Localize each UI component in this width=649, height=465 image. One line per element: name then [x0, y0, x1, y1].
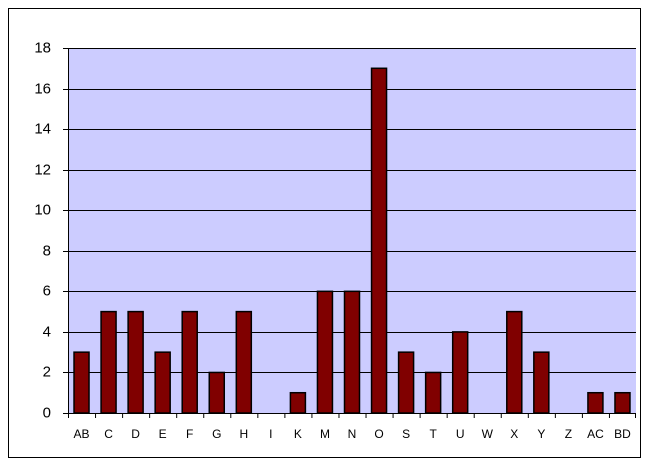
y-tick-label: 16	[34, 80, 51, 97]
x-tick-label: G	[212, 427, 221, 441]
y-tick-label: 18	[34, 39, 51, 56]
x-tick-label: AB	[74, 427, 90, 441]
bar	[100, 310, 117, 414]
bar	[235, 310, 253, 414]
x-tick-label: K	[294, 427, 302, 441]
x-tick-label: F	[186, 427, 193, 441]
x-tick-label: Y	[537, 427, 545, 441]
x-tick-label: D	[131, 427, 140, 441]
bar	[154, 351, 171, 414]
y-tick-label: 12	[34, 161, 51, 178]
bar	[451, 331, 469, 414]
y-tick-label: 8	[43, 242, 51, 259]
y-tick-label: 0	[43, 404, 51, 421]
x-tick-label: C	[104, 427, 113, 441]
bar	[73, 351, 90, 414]
x-tick-label: E	[159, 427, 167, 441]
x-tick-label: W	[482, 427, 494, 441]
x-tick-label: U	[456, 427, 465, 441]
bar	[424, 371, 442, 414]
bar	[316, 290, 334, 414]
x-tick-label: O	[374, 427, 383, 441]
bar	[208, 371, 226, 414]
bar	[533, 351, 550, 414]
x-tick-label: I	[269, 427, 272, 441]
x-tick-label: H	[239, 427, 248, 441]
bar	[127, 310, 144, 414]
y-tick-label: 2	[43, 363, 51, 380]
bar	[370, 67, 388, 414]
bar	[506, 310, 523, 414]
bar	[397, 351, 415, 414]
x-tick-label: T	[429, 427, 437, 441]
bar	[289, 391, 307, 414]
x-tick-label: BD	[614, 427, 631, 441]
bar	[587, 391, 604, 414]
y-tick-label: 14	[34, 120, 51, 137]
y-tick-label: 4	[43, 323, 51, 340]
bar	[181, 310, 198, 414]
x-tick-label: S	[402, 427, 410, 441]
bar	[343, 290, 361, 414]
x-tick-label: AC	[587, 427, 604, 441]
x-tick-label: N	[348, 427, 357, 441]
bar	[614, 391, 631, 414]
y-tick-label: 10	[34, 201, 51, 218]
y-tick-label: 6	[43, 282, 51, 299]
x-tick-label: X	[510, 427, 518, 441]
x-tick-label: M	[320, 427, 330, 441]
x-tick-label: Z	[565, 427, 572, 441]
